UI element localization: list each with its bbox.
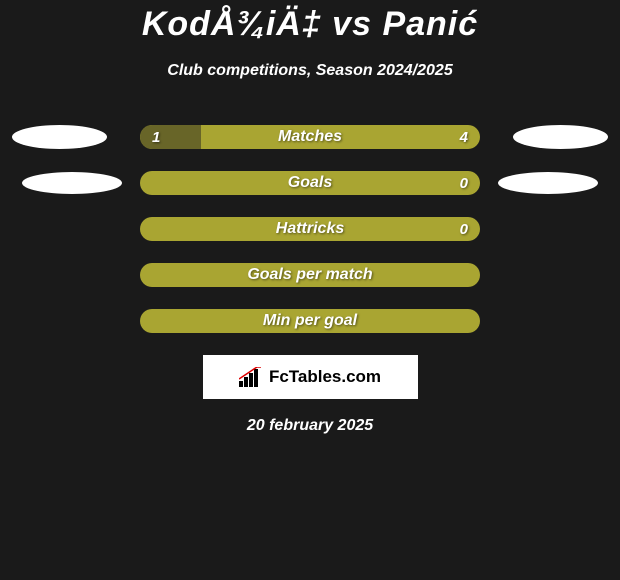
stat-value-right-hattricks: 0 <box>460 221 468 238</box>
stat-row-goals: Goals 0 <box>0 171 620 195</box>
stats-container: 1 Matches 4 Goals 0 Hattricks 0 Goals pe… <box>0 125 620 333</box>
stat-bar-matches: 1 Matches 4 <box>140 125 480 149</box>
subtitle: Club competitions, Season 2024/2025 <box>0 62 620 80</box>
chart-icon <box>239 367 263 387</box>
player-photo-left-1 <box>12 125 107 149</box>
stat-value-right-goals: 0 <box>460 175 468 192</box>
player-photo-right-2 <box>498 172 598 194</box>
logo-box[interactable]: FcTables.com <box>203 355 418 399</box>
stat-label-goals: Goals <box>288 174 332 192</box>
stat-row-hattricks: Hattricks 0 <box>0 217 620 241</box>
stat-label-mpg: Min per goal <box>263 312 357 330</box>
stat-row-mpg: Min per goal <box>0 309 620 333</box>
stat-fill-matches <box>140 125 201 149</box>
stat-bar-hattricks: Hattricks 0 <box>140 217 480 241</box>
player-photo-right-1 <box>513 125 608 149</box>
stat-label-gpm: Goals per match <box>247 266 372 284</box>
stat-row-matches: 1 Matches 4 <box>0 125 620 149</box>
page-title: KodÅ¾iÄ‡ vs Panić <box>0 5 620 44</box>
logo-text: FcTables.com <box>269 367 381 387</box>
stat-value-right-matches: 4 <box>460 129 468 146</box>
date-text: 20 february 2025 <box>0 417 620 435</box>
stat-bar-goals: Goals 0 <box>140 171 480 195</box>
stat-row-gpm: Goals per match <box>0 263 620 287</box>
stat-label-matches: Matches <box>278 128 342 146</box>
stat-bar-mpg: Min per goal <box>140 309 480 333</box>
stat-value-left-matches: 1 <box>152 129 160 146</box>
stat-bar-gpm: Goals per match <box>140 263 480 287</box>
stat-label-hattricks: Hattricks <box>276 220 344 238</box>
player-photo-left-2 <box>22 172 122 194</box>
